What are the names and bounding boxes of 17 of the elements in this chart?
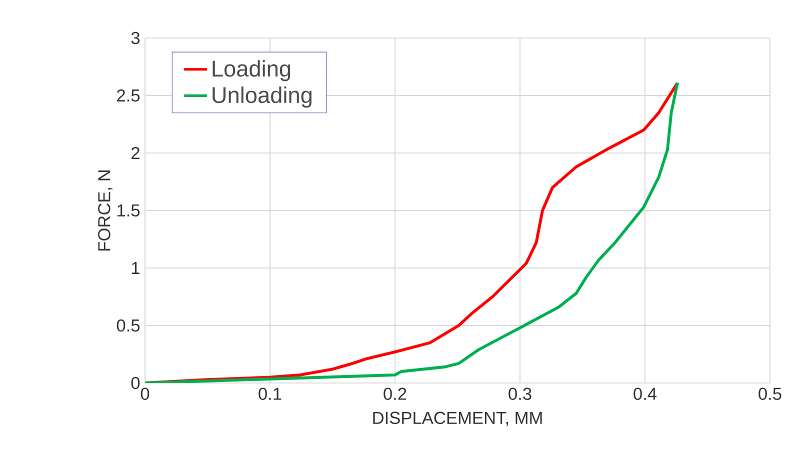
x-tick-label: 0.3 — [508, 388, 532, 400]
y-tick-label: 1 — [132, 262, 140, 274]
y-axis-title: FORCE, N — [98, 170, 112, 250]
x-tick-label: 0 — [140, 388, 150, 400]
x-tick-label: 0.1 — [258, 388, 282, 400]
x-tick-label: 0.2 — [384, 388, 406, 400]
y-tick-label: 2 — [132, 146, 140, 160]
y-tick-label: 0 — [131, 376, 140, 390]
x-tick-label: 0.5 — [758, 388, 782, 400]
legend-label: Unloading — [212, 86, 312, 108]
x-axis-title: DISPLACEMENT, MM — [373, 412, 542, 426]
y-tick-label: 0.5 — [116, 319, 140, 332]
legend-label: Loading — [212, 60, 290, 82]
y-tick-label: 3 — [131, 32, 140, 44]
x-tick-label: 0.4 — [634, 388, 657, 400]
y-tick-label: 2.5 — [117, 89, 140, 102]
y-tick-label: 1.5 — [118, 204, 140, 217]
